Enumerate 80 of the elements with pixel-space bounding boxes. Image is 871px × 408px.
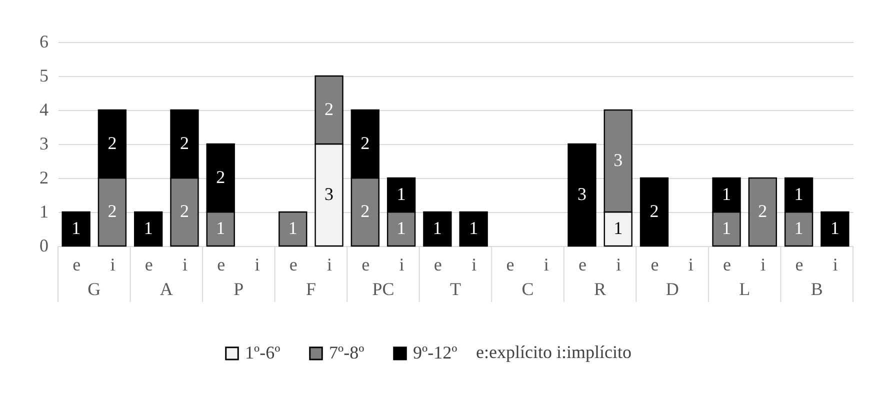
data-label: 1 [794,184,804,204]
x-tick-label: e [144,254,153,274]
y-tick-label: 4 [40,100,48,120]
data-label: 2 [360,201,370,221]
x-tick-label: e [362,254,370,274]
bar [459,211,488,247]
text: PC [372,279,394,299]
x-tick-label: i [688,254,694,274]
text: e:explícito i:implícito [476,342,632,362]
y-tick-label: 0 [40,236,48,256]
text: L [739,279,750,299]
x-tick-label: e [795,254,804,274]
x-tick-label: e [72,254,81,274]
text: T [450,279,461,299]
x-tick-label: i [760,254,766,274]
legend-label: 9º-12º [413,342,458,362]
legend-label: 1º-6º [245,342,281,362]
data-label: 1 [469,218,478,238]
data-label: 2 [216,167,226,187]
y-tick-label: 5 [40,66,48,86]
data-label: 1 [72,218,81,238]
data-label: 2 [324,99,334,119]
y-tick-label: 1 [40,202,48,222]
bar [62,211,90,247]
text: B [810,279,823,299]
data-label: 3 [324,184,334,204]
data-label: 1 [396,184,406,204]
x-tick-label: e [434,254,442,274]
text: D [666,279,679,299]
data-label: 1 [830,218,840,238]
data-label: 3 [614,150,623,170]
x-tick-label: i [254,254,260,274]
bar [640,177,669,247]
x-tick-label: i [544,254,549,274]
x-tick-label: e [578,254,586,274]
data-label: 3 [577,184,586,204]
data-label: 2 [180,201,189,221]
data-label: 2 [108,133,117,153]
x-tick-label: i [832,254,838,274]
bar [568,143,596,247]
bar [748,177,777,247]
legend-label: 7º-8º [329,342,365,362]
y-tick-label: 6 [40,32,48,52]
x-tick-label: i [182,254,188,274]
x-tick-label: i [327,254,332,274]
x-tick-label: i [110,254,116,274]
x-tick-label: i [616,254,622,274]
data-label: 2 [360,133,370,153]
text: R [594,279,606,299]
text: F [306,279,316,299]
x-tick-label: i [472,254,477,274]
x-tick-label: e [217,254,226,274]
text: A [160,279,173,299]
data-label: 1 [144,218,153,238]
data-label: 2 [180,133,189,153]
x-tick-label: i [399,254,404,274]
bar [278,211,308,247]
x-tick-label: e [289,254,298,274]
data-label: 2 [758,201,768,221]
x-tick-label: e [506,254,514,274]
x-tick-label: e [723,254,732,274]
data-label: 1 [722,218,732,238]
data-label: 2 [650,201,659,221]
data-label: 1 [288,218,298,238]
x-tick-label: e [650,254,659,274]
bar [820,211,850,247]
data-label: 1 [396,218,406,238]
text: G [88,279,101,299]
text: P [234,279,244,299]
data-label: 1 [794,218,804,238]
data-label: 2 [108,201,117,221]
y-tick-label: 2 [40,168,48,188]
y-tick-label: 3 [40,134,48,154]
bar [423,211,452,247]
data-label: 1 [722,184,732,204]
bar [134,211,163,247]
text: C [522,279,534,299]
data-label: 1 [614,218,623,238]
data-label: 1 [432,218,442,238]
data-label: 1 [216,218,226,238]
